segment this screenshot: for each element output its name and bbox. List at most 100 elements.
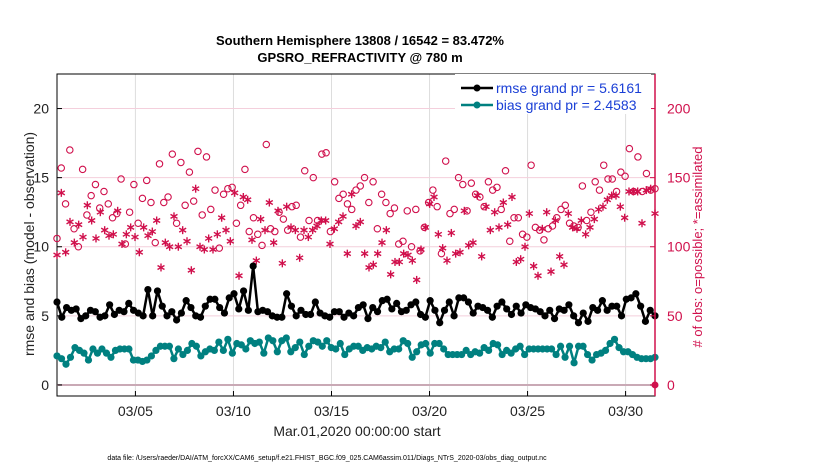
rmse-point (158, 302, 166, 310)
obs-assimilated-marker (343, 249, 352, 258)
obs-possible-marker (288, 202, 296, 211)
bias-point (80, 349, 88, 357)
obs-assimilated-marker (469, 238, 477, 247)
bias-point (521, 350, 529, 359)
x-tick-label: 03/25 (510, 403, 545, 419)
obs-assimilated-marker (356, 217, 365, 226)
obs-possible-marker (540, 236, 548, 244)
y-tick-label: 15 (33, 170, 49, 186)
obs-possible-marker (561, 201, 570, 210)
rmse-point (565, 301, 573, 309)
obs-assimilated-marker (83, 201, 92, 210)
obs-possible-marker (386, 209, 394, 218)
obs-assimilated-marker (79, 233, 87, 242)
bias-point (210, 346, 218, 354)
obs-possible-marker (382, 198, 390, 207)
bias-point (601, 346, 610, 354)
x-tick-label: 03/20 (412, 403, 447, 419)
obs-possible-marker (155, 160, 164, 168)
x-tick-label: 03/10 (216, 403, 251, 419)
rmse-point (340, 313, 348, 321)
obs-assimilated-marker (265, 198, 274, 207)
obs-possible-marker (343, 200, 352, 208)
obs-assimilated-marker (373, 249, 382, 258)
obs-possible-marker (510, 213, 518, 222)
obs-possible-marker (241, 165, 249, 174)
legend-rmse-marker (473, 84, 481, 92)
obs-possible-marker (330, 178, 339, 186)
rmse-point (369, 303, 377, 312)
y-tick-label: 10 (33, 239, 49, 255)
obs-assimilated-marker (638, 219, 646, 228)
obs-possible-marker (591, 178, 599, 186)
rmse-point (613, 302, 621, 310)
bias-point (192, 342, 200, 350)
y-axis-label: rmse and bias (model - observation) (21, 132, 37, 356)
x-axis-label: Mar.01,2020 00:00:00 start (273, 423, 440, 439)
rmse-point (153, 287, 162, 295)
obs-possible-marker (557, 205, 565, 214)
obs-possible-marker (493, 183, 501, 192)
obs-assimilated-marker (590, 215, 599, 224)
legend-box (455, 74, 651, 114)
obs-possible-marker (151, 238, 159, 247)
obs-possible-marker (262, 140, 271, 149)
rmse-point (493, 302, 501, 310)
obs-assimilated-marker (235, 271, 243, 280)
rmse-point (570, 312, 578, 320)
obs-assimilated-marker (360, 249, 369, 258)
obs-assimilated-marker (326, 239, 334, 248)
obs-possible-marker (125, 208, 134, 216)
rmse-point (584, 317, 592, 325)
rmse-point (326, 313, 334, 321)
obs-possible-marker (514, 213, 523, 222)
rmse-point (163, 312, 171, 320)
rmse-point (82, 312, 90, 320)
rmse-point (641, 317, 650, 325)
y2-tick-label: 100 (667, 239, 691, 255)
obs-assimilated-marker (157, 263, 165, 272)
obs-assimilated-marker (183, 237, 191, 246)
rmse-point (383, 295, 391, 303)
chart-title: Southern Hemisphere 13808 / 16542 = 83.4… (216, 33, 504, 48)
obs-assimilated-marker (386, 270, 395, 279)
bias-point (219, 346, 227, 354)
rmse-point (637, 302, 645, 310)
rmse-point (483, 306, 492, 314)
obs-possible-marker (360, 173, 369, 182)
rmse-point (287, 302, 296, 310)
obs-assimilated-marker (434, 230, 443, 239)
bias-point (165, 342, 174, 350)
obs-assimilated-marker (503, 220, 512, 229)
obs-possible-marker (104, 200, 113, 208)
obs-assimilated-marker (291, 226, 300, 235)
obs-assimilated-marker (425, 199, 434, 208)
bias-point (408, 353, 416, 361)
obs-possible-marker (335, 194, 343, 203)
obs-possible-marker (185, 168, 194, 176)
rmse-point (149, 312, 157, 320)
obs-assimilated-marker (603, 195, 612, 204)
obs-possible-marker (189, 197, 198, 205)
obs-possible-marker (249, 213, 258, 222)
obs-possible-marker (236, 201, 245, 210)
obs-possible-marker (433, 202, 441, 211)
obs-possible-marker (501, 166, 510, 175)
obs-possible-marker (446, 209, 454, 218)
rmse-point (335, 308, 343, 316)
obs-assimilated-marker (408, 256, 417, 265)
obs-assimilated-marker (495, 223, 503, 232)
obs-assimilated-marker (477, 252, 486, 261)
rmse-point (297, 306, 305, 314)
rmse-point (244, 306, 252, 314)
obs-assimilated-marker (560, 260, 568, 269)
obs-assimilated-marker (187, 266, 196, 275)
rmse-point (460, 294, 468, 302)
obs-assimilated-marker (382, 226, 391, 235)
y-tick-label: 5 (41, 308, 49, 324)
y2-tick-label: 200 (667, 101, 691, 117)
rmse-point (53, 298, 61, 306)
obs-assimilated-marker (421, 223, 430, 232)
obs-assimilated-marker (122, 230, 131, 239)
obs-assimilated-marker (278, 259, 287, 268)
